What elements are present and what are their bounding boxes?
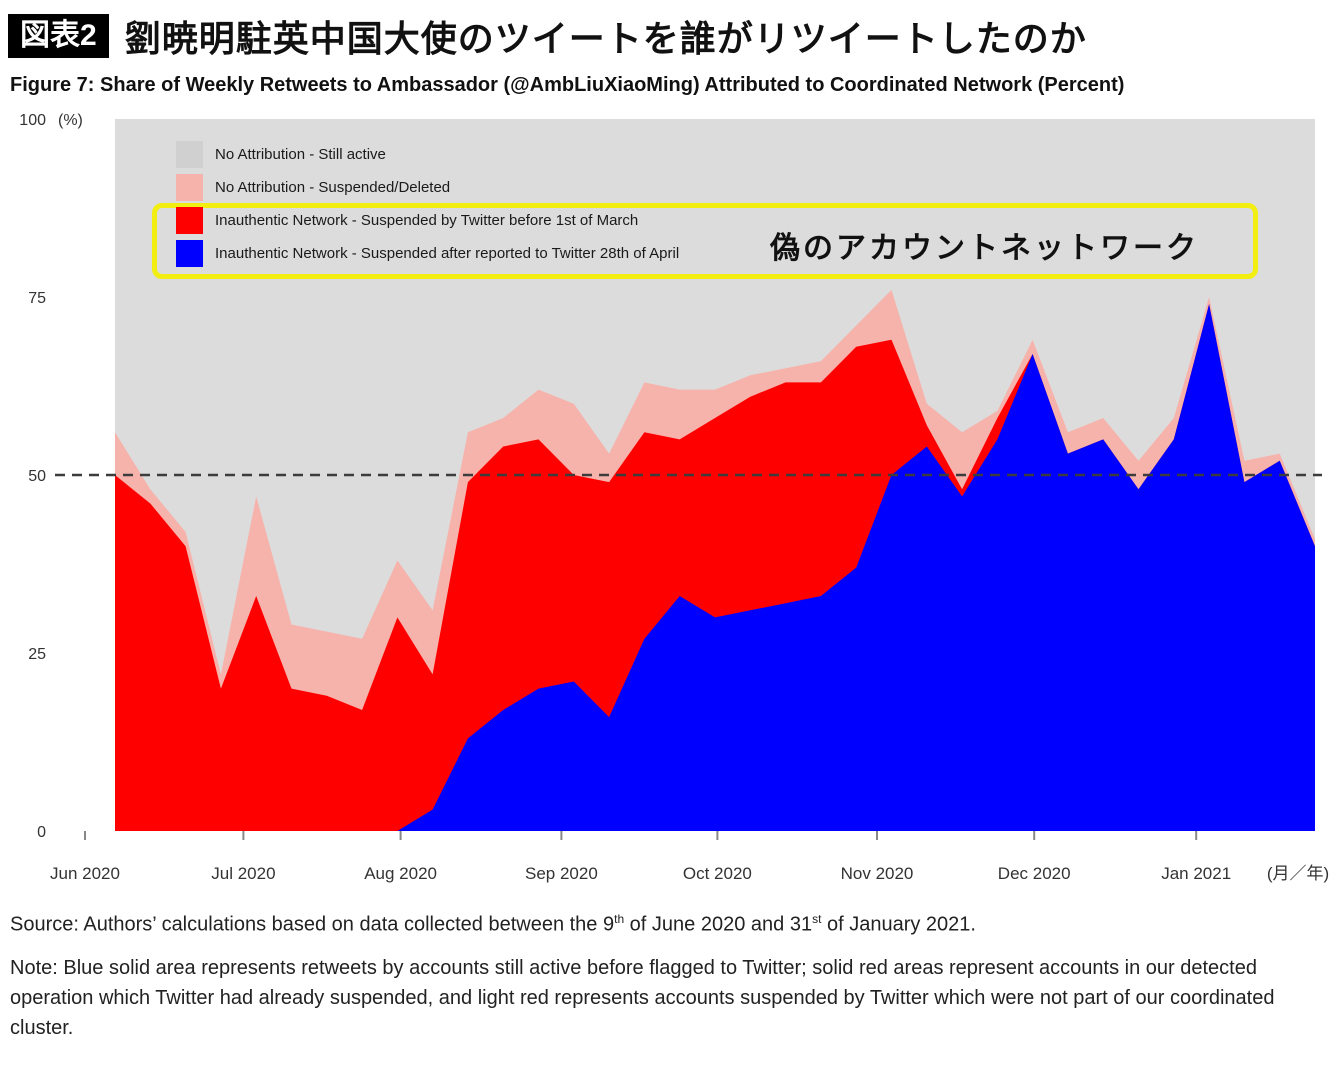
- legend-item-no-attribution-suspended: No Attribution - Suspended/Deleted: [176, 173, 679, 201]
- superscript-th: th: [614, 912, 625, 926]
- blue-swatch-icon: [176, 239, 203, 267]
- legend-label: No Attribution - Suspended/Deleted: [215, 178, 451, 196]
- note-text: Note: Blue solid area represents retweet…: [10, 956, 1275, 1039]
- page-title: 劉暁明駐英中国大使のツイートを誰がリツイートしたのか: [124, 18, 1087, 59]
- source-part: of January 2021.: [821, 913, 976, 936]
- pink-swatch-icon: [176, 173, 203, 201]
- chart-legend: No Attribution - Still active No Attribu…: [176, 140, 679, 267]
- x-tick-label: Jan 2021: [1161, 864, 1231, 883]
- area-inauthentic-after-report: [115, 304, 1315, 832]
- figure-caption: Figure 7: Share of Weekly Retweets to Am…: [10, 74, 1125, 96]
- x-tick-label: Oct 2020: [683, 864, 752, 883]
- y-tick-label: 75: [28, 290, 46, 307]
- page-header: 図表2 劉暁明駐英中国大使のツイートを誰がリツイートしたのか: [0, 0, 1340, 66]
- y-axis-unit-label: (%): [58, 112, 83, 129]
- legend-item-inauthentic-before-march: Inauthentic Network - Suspended by Twitt…: [176, 206, 679, 234]
- gray-swatch-icon: [176, 140, 203, 168]
- legend-label: Inauthentic Network - Suspended after re…: [215, 244, 680, 262]
- x-tick-label: Nov 2020: [841, 864, 914, 883]
- stacked-area-chart: 0 25 50 75 100 (%) Jun 2020 Jul 2020 Aug 2020 Sep…: [0, 99, 1340, 894]
- x-axis-unit-label: (月／年): [1267, 864, 1329, 883]
- legend-item-inauthentic-after-report: Inauthentic Network - Suspended after re…: [176, 239, 679, 267]
- chart-canvas: 0 25 50 75 100 (%) Jun 2020 Jul 2020 Aug 2020 Sep…: [19, 112, 1329, 883]
- source-part: Source: Authors’ calculations based on d…: [10, 913, 615, 936]
- legend-item-no-attribution-active: No Attribution - Still active: [176, 140, 679, 168]
- red-swatch-icon: [176, 206, 203, 234]
- fake-network-annotation: 偽のアカウントネットワーク: [770, 232, 1199, 265]
- legend-label: Inauthentic Network - Suspended by Twitt…: [215, 211, 639, 229]
- y-tick-label: 50: [28, 468, 46, 485]
- source-text: Source: Authors’ calculations based on d…: [0, 894, 1340, 937]
- source-part: of June 2020 and 31: [624, 913, 813, 936]
- x-tick-label: Sep 2020: [525, 864, 598, 883]
- figure-tag-badge: 図表2: [8, 13, 109, 59]
- y-tick-label: 25: [28, 646, 46, 663]
- page: 図表2 劉暁明駐英中国大使のツイートを誰がリツイートしたのか Figure 7:…: [0, 0, 1340, 1039]
- y-tick-label: 100: [19, 112, 46, 129]
- legend-label: No Attribution - Still active: [215, 145, 386, 163]
- superscript-st: st: [812, 912, 822, 926]
- x-tick-label: Aug 2020: [364, 864, 437, 883]
- x-tick-label: Jun 2020: [50, 864, 120, 883]
- x-tick-label: Jul 2020: [211, 864, 275, 883]
- y-tick-label: 0: [37, 824, 46, 841]
- x-tick-label: Dec 2020: [998, 864, 1071, 883]
